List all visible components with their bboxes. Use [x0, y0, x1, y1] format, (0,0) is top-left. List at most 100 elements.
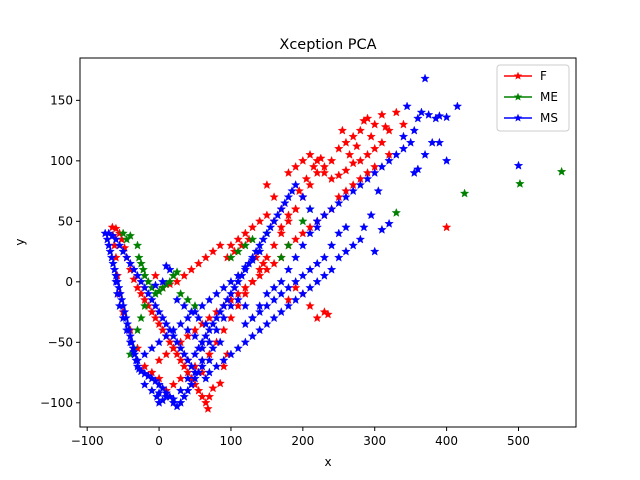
data-point-ms	[255, 246, 265, 256]
data-point-ms	[319, 252, 330, 262]
data-point-ms	[136, 276, 146, 286]
data-point-ms	[208, 343, 218, 353]
data-point-f	[316, 153, 326, 163]
data-point-ms	[290, 180, 301, 190]
data-point-ms	[413, 164, 423, 174]
data-point-ms	[283, 192, 294, 202]
data-point-ms	[186, 361, 197, 371]
data-point-f	[301, 174, 312, 183]
data-point-ms	[298, 192, 308, 202]
data-point-ms	[384, 218, 394, 228]
data-point-ms	[132, 355, 143, 365]
data-point-ms	[211, 288, 222, 298]
data-point-f	[341, 165, 351, 175]
data-point-f	[262, 180, 272, 190]
data-point-me	[175, 288, 186, 298]
data-point-f	[326, 155, 337, 165]
data-point-me	[139, 301, 150, 311]
data-point-ms	[441, 155, 452, 165]
data-point-ms	[341, 246, 351, 256]
data-point-ms	[326, 204, 337, 214]
data-point-ms	[255, 307, 265, 317]
data-point-ms	[312, 222, 322, 232]
data-point-ms	[290, 252, 301, 262]
data-point-f	[154, 355, 164, 365]
data-point-ms	[111, 276, 121, 286]
data-point-ms	[222, 295, 233, 304]
data-point-ms	[226, 276, 236, 286]
data-point-ms	[197, 343, 207, 353]
legend-marker-me	[513, 92, 523, 101]
data-point-ms	[290, 295, 301, 304]
data-point-ms	[305, 282, 315, 292]
data-point-ms	[112, 288, 123, 298]
data-point-f	[377, 109, 387, 119]
data-point-f	[323, 309, 333, 319]
data-point-f	[355, 125, 366, 135]
data-point-ms	[139, 282, 150, 292]
data-point-ms	[150, 376, 161, 386]
data-point-ms	[240, 262, 251, 272]
data-point-ms	[183, 313, 193, 323]
data-point-f	[208, 246, 218, 256]
data-point-ms	[305, 204, 315, 214]
data-point-f	[290, 161, 301, 171]
x-axis-label: x	[324, 455, 331, 469]
data-point-f	[179, 270, 189, 280]
legend-label-ms: MS	[540, 111, 558, 125]
legend-marker-f	[513, 71, 523, 80]
data-point-f	[203, 403, 213, 413]
data-point-f	[319, 167, 330, 177]
data-point-f	[398, 119, 409, 129]
data-point-ms	[219, 313, 229, 323]
data-point-ms	[179, 349, 189, 359]
data-point-f	[255, 216, 265, 226]
data-point-ms	[240, 337, 251, 347]
data-point-ms	[161, 391, 171, 401]
data-point-f	[337, 125, 348, 135]
data-point-ms	[420, 149, 430, 159]
data-point-f	[255, 270, 265, 280]
data-point-ms	[240, 301, 251, 311]
data-point-f	[111, 223, 121, 233]
data-point-ms	[334, 198, 344, 208]
data-point-f	[384, 125, 394, 135]
data-point-f	[208, 383, 218, 393]
data-point-me	[138, 264, 148, 274]
data-point-ms	[190, 331, 200, 341]
data-point-ms	[229, 282, 240, 292]
data-point-ms	[179, 301, 189, 311]
data-point-ms	[247, 331, 258, 341]
data-point-ms	[201, 331, 211, 341]
data-point-ms	[204, 337, 215, 347]
data-point-ms	[370, 167, 380, 177]
y-axis: −100 −50 0 50 100 150	[40, 93, 80, 410]
data-point-ms	[334, 252, 344, 262]
data-point-ms	[287, 186, 297, 196]
data-point-ms	[139, 349, 150, 359]
data-point-me	[556, 166, 567, 176]
data-point-f	[298, 155, 308, 165]
data-point-me	[240, 240, 251, 250]
data-point-f	[262, 210, 272, 220]
data-point-ms	[219, 282, 229, 292]
data-point-ms	[175, 343, 186, 353]
data-point-f	[247, 222, 258, 232]
data-point-ms	[111, 234, 121, 244]
data-point-ms	[298, 270, 308, 280]
data-point-ms	[197, 361, 207, 371]
data-point-ms	[143, 288, 153, 298]
data-point-me	[132, 325, 143, 335]
data-point-ms	[147, 385, 157, 395]
data-point-ms	[326, 264, 337, 274]
data-point-ms	[109, 264, 120, 274]
data-point-me	[298, 216, 308, 226]
y-tick-label: −100	[40, 396, 73, 410]
data-point-ms	[416, 107, 427, 117]
data-point-ms	[240, 319, 251, 329]
data-point-ms	[139, 379, 150, 389]
data-point-ms	[312, 276, 322, 286]
data-point-me	[391, 207, 401, 217]
data-point-f	[240, 282, 251, 292]
data-point-ms	[262, 288, 272, 298]
